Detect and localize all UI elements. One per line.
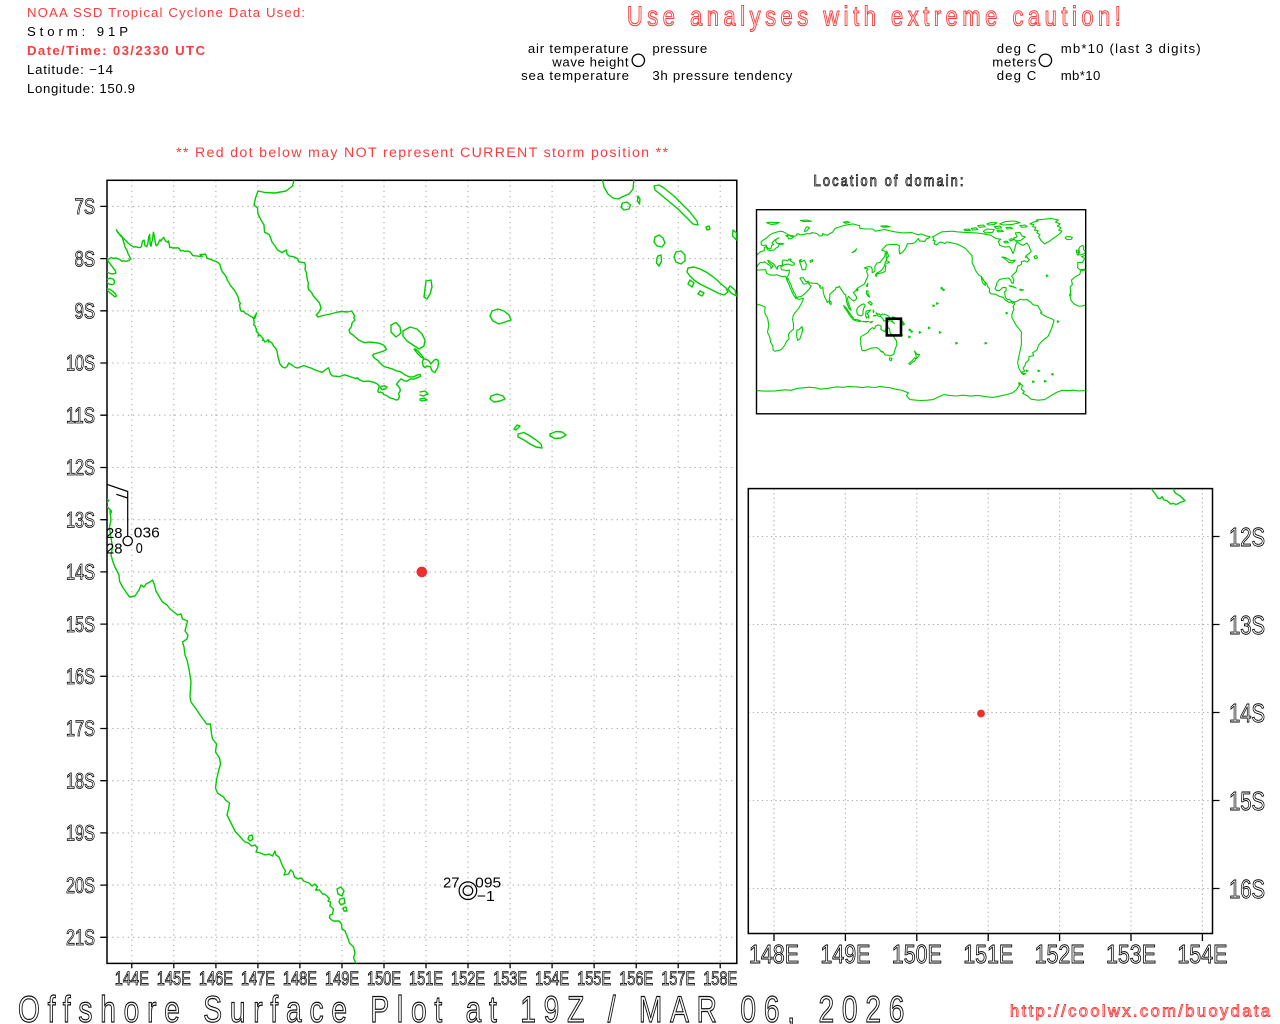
svg-text:Use analyses with extreme caut: Use analyses with extreme caution! xyxy=(627,1,1125,32)
svg-text:155E: 155E xyxy=(577,969,611,990)
svg-text:036: 036 xyxy=(134,525,160,542)
svg-text:18S: 18S xyxy=(66,768,95,793)
svg-text:12S: 12S xyxy=(66,455,95,480)
svg-text:28: 28 xyxy=(106,525,123,542)
svg-text:8S: 8S xyxy=(75,246,96,271)
svg-text:15S: 15S xyxy=(1229,786,1265,816)
svg-text:153E: 153E xyxy=(1106,941,1156,969)
svg-text:149E: 149E xyxy=(820,941,870,969)
svg-text:15S: 15S xyxy=(66,612,95,637)
svg-text:149E: 149E xyxy=(325,969,359,990)
svg-text:13S: 13S xyxy=(66,507,95,532)
svg-text:deg C: deg C xyxy=(997,68,1037,83)
svg-text:154E: 154E xyxy=(1177,941,1227,969)
svg-text:wave height: wave height xyxy=(551,55,629,70)
svg-text:150E: 150E xyxy=(367,969,401,990)
svg-text:Location of domain:: Location of domain: xyxy=(814,173,966,191)
svg-text:Longitude: 150.9: Longitude: 150.9 xyxy=(27,81,135,96)
svg-text:148E: 148E xyxy=(283,969,317,990)
svg-text:144E: 144E xyxy=(115,969,149,990)
svg-text:154E: 154E xyxy=(535,969,569,990)
svg-text:156E: 156E xyxy=(619,969,653,990)
svg-text:meters: meters xyxy=(992,55,1036,70)
svg-text:21S: 21S xyxy=(66,925,95,950)
svg-text:17S: 17S xyxy=(66,716,95,741)
svg-text:14S: 14S xyxy=(1229,698,1265,728)
svg-text:148E: 148E xyxy=(749,941,799,969)
svg-text:3h pressure tendency: 3h pressure tendency xyxy=(652,68,792,83)
svg-text:152E: 152E xyxy=(451,969,485,990)
svg-text:12S: 12S xyxy=(1229,522,1265,552)
svg-text:Offshore Surface Plot at 19Z /: Offshore Surface Plot at 19Z / MAR 06, 2… xyxy=(18,989,912,1024)
svg-text:mb*10: mb*10 xyxy=(1061,68,1101,83)
svg-text:095: 095 xyxy=(475,874,501,891)
svg-text:13S: 13S xyxy=(1229,610,1265,640)
svg-text:151E: 151E xyxy=(963,941,1013,969)
svg-text:air temperature: air temperature xyxy=(528,41,629,56)
svg-text:16S: 16S xyxy=(1229,874,1265,904)
svg-text:150E: 150E xyxy=(892,941,942,969)
svg-text:9S: 9S xyxy=(75,299,96,324)
svg-text:deg C: deg C xyxy=(997,41,1037,56)
svg-text:sea temperature: sea temperature xyxy=(521,68,629,83)
svg-text:146E: 146E xyxy=(199,969,233,990)
svg-text:158E: 158E xyxy=(703,969,737,990)
svg-text:147E: 147E xyxy=(241,969,275,990)
svg-text:27: 27 xyxy=(443,875,460,892)
svg-text:153E: 153E xyxy=(493,969,527,990)
svg-text:151E: 151E xyxy=(409,969,443,990)
svg-text:152E: 152E xyxy=(1035,941,1085,969)
svg-text:19S: 19S xyxy=(66,821,95,846)
svg-text:** Red dot below may NOT repre: ** Red dot below may NOT represent CURRE… xyxy=(176,145,668,161)
svg-text:157E: 157E xyxy=(661,969,695,990)
svg-text:0: 0 xyxy=(136,540,143,557)
svg-text:Date/Time: 03/2330 UTC: Date/Time: 03/2330 UTC xyxy=(27,43,205,58)
svg-text:Latitude: −14: Latitude: −14 xyxy=(27,62,113,77)
svg-text:−1: −1 xyxy=(477,888,495,905)
svg-text:16S: 16S xyxy=(66,664,95,689)
svg-text:NOAA SSD Tropical Cyclone Data: NOAA SSD Tropical Cyclone Data Used: xyxy=(27,5,305,20)
svg-text:11S: 11S xyxy=(66,403,95,428)
svg-text:mb*10 (last 3 digits): mb*10 (last 3 digits) xyxy=(1061,41,1201,56)
svg-text:pressure: pressure xyxy=(652,41,707,56)
svg-text:28: 28 xyxy=(106,540,123,557)
svg-text:10S: 10S xyxy=(66,351,95,376)
svg-text:145E: 145E xyxy=(157,969,191,990)
svg-text:Storm: 91P: Storm: 91P xyxy=(27,24,128,39)
svg-text:7S: 7S xyxy=(75,194,96,219)
svg-text:20S: 20S xyxy=(66,873,95,898)
svg-text:14S: 14S xyxy=(66,560,95,585)
svg-text:http://coolwx.com/buoydata: http://coolwx.com/buoydata xyxy=(1010,1003,1271,1021)
